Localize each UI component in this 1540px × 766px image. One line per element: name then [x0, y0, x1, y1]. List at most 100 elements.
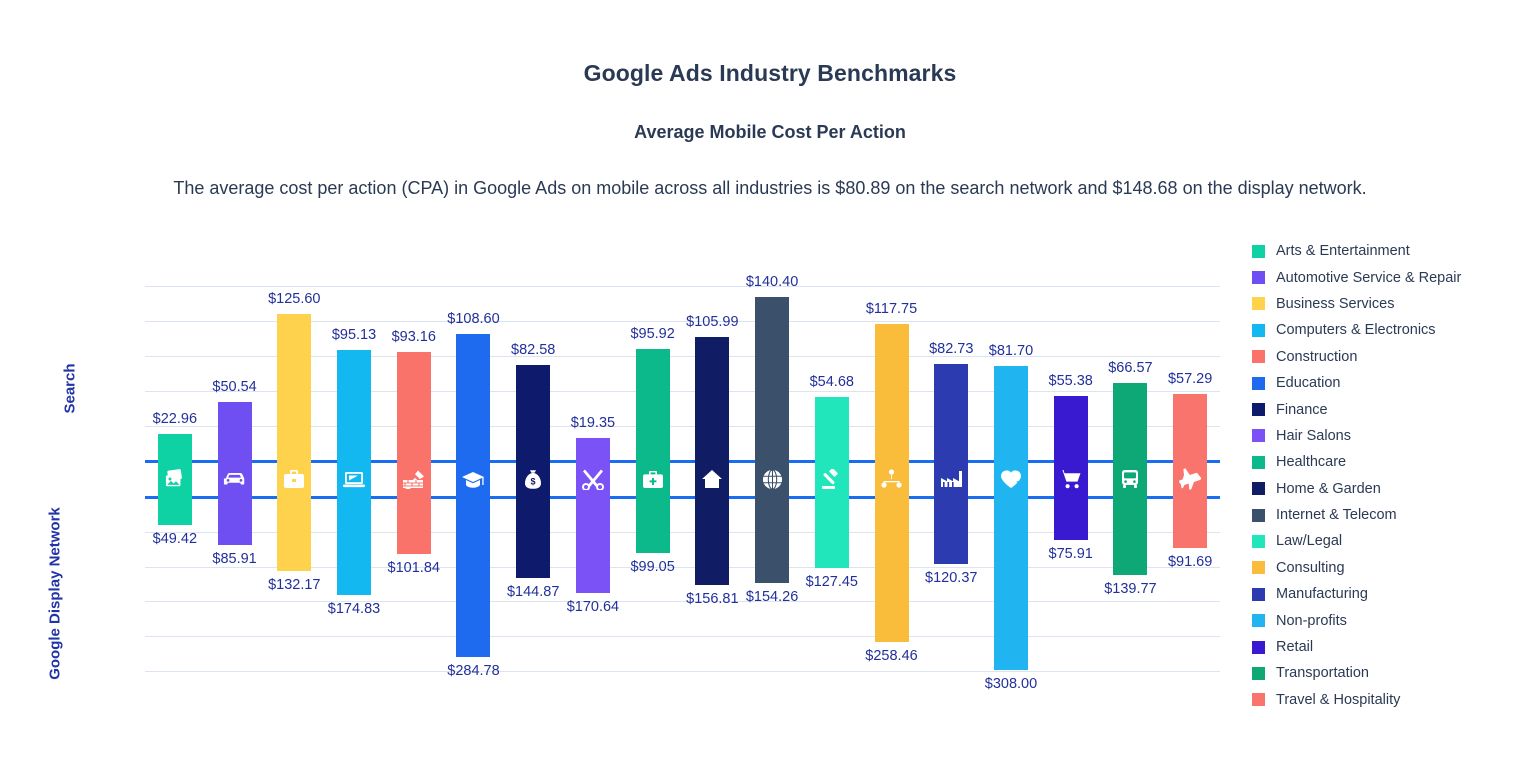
- bar-display-network[interactable]: [157, 497, 192, 525]
- legend-item[interactable]: Consulting: [1252, 555, 1532, 581]
- legend-item[interactable]: Arts & Entertainment: [1252, 238, 1532, 264]
- bar-value-label-display-network: $284.78: [447, 662, 500, 679]
- bar-display-network[interactable]: [755, 497, 790, 584]
- bar-group[interactable]: $ $81.70 $308.00: [985, 270, 1037, 692]
- chart-description: The average cost per action (CPA) in Goo…: [173, 178, 1367, 198]
- axis-baseline: [145, 460, 1220, 463]
- bar-value-label-display-network: $120.37: [925, 570, 978, 587]
- bar-search[interactable]: [874, 323, 909, 497]
- bar-display-network[interactable]: [337, 497, 372, 595]
- bar-group[interactable]: $105.99 $156.81: [686, 270, 738, 680]
- bar-group[interactable]: $55.38 $75.91: [1049, 270, 1093, 680]
- y-axis-tick-label: $124: [0, 558, 133, 573]
- bar-search[interactable]: [157, 434, 192, 497]
- legend-item[interactable]: Education: [1252, 370, 1532, 396]
- bar-display-network[interactable]: [575, 497, 610, 593]
- bar-group[interactable]: $ $82.58 $144.87: [507, 270, 559, 680]
- bar-group[interactable]: $108.60 $284.78: [447, 270, 499, 680]
- legend-item[interactable]: Home & Garden: [1252, 476, 1532, 502]
- y-axis-tick-label: $248: [0, 627, 133, 642]
- bar-group[interactable]: $93.16 $101.84: [388, 270, 440, 680]
- legend-item[interactable]: Hair Salons: [1252, 423, 1532, 449]
- bar-group[interactable]: $82.73 $120.37: [925, 270, 977, 680]
- bar-search[interactable]: [456, 334, 491, 497]
- legend-item[interactable]: Finance: [1252, 396, 1532, 422]
- bar-display-network[interactable]: [456, 497, 491, 657]
- grid-line: [145, 601, 1220, 603]
- bar-search[interactable]: [277, 314, 312, 497]
- y-axis-title-display-network: Google Display Network: [46, 507, 64, 680]
- grid-line: [145, 566, 1220, 568]
- grid-line: [145, 321, 1220, 322]
- bar-search[interactable]: [695, 337, 730, 497]
- bar-value-label-display-network: $75.91: [1048, 545, 1093, 562]
- chart-subtitle: Average Mobile Cost Per Action: [634, 122, 906, 142]
- bar-display-network[interactable]: [993, 497, 1028, 670]
- bar-search[interactable]: [814, 397, 849, 497]
- bar-group[interactable]: $95.13 $174.83: [328, 270, 380, 680]
- bar-group[interactable]: $19.35 $170.64: [567, 270, 619, 680]
- bar-display-network[interactable]: [695, 497, 730, 585]
- bar-group[interactable]: $50.54 $85.91: [212, 270, 256, 680]
- bar-group[interactable]: $22.96 $49.42: [153, 270, 197, 680]
- bar-search[interactable]: [755, 297, 790, 497]
- legend-swatch: [1252, 376, 1265, 390]
- bar-search[interactable]: [635, 349, 670, 497]
- bar-search[interactable]: [217, 402, 252, 497]
- legend-item-label: Home & Garden: [1276, 480, 1381, 497]
- bar-group[interactable]: $54.68 $127.45: [806, 270, 858, 680]
- bar-search[interactable]: [337, 350, 372, 497]
- legend-item[interactable]: Law/Legal: [1252, 528, 1532, 554]
- legend-item[interactable]: Retail: [1252, 634, 1532, 660]
- bar-value-label-display-network: $101.84: [387, 560, 440, 577]
- legend-item[interactable]: Manufacturing: [1252, 581, 1532, 607]
- bar-display-network[interactable]: [814, 497, 849, 569]
- bar-search[interactable]: [993, 365, 1028, 497]
- bar-group[interactable]: $95.92 $99.05: [630, 270, 674, 680]
- bar-display-network[interactable]: [934, 497, 969, 565]
- grid-line: [145, 286, 1220, 287]
- bar-search[interactable]: [516, 364, 551, 497]
- legend-swatch: [1252, 297, 1265, 311]
- bar-value-label-display-network: $91.69: [1167, 554, 1213, 571]
- bar-search[interactable]: [1173, 394, 1208, 497]
- bar-display-network[interactable]: [396, 497, 431, 555]
- legend-item[interactable]: Automotive Service & Repair: [1252, 264, 1532, 290]
- bar-display-network[interactable]: [1053, 497, 1088, 540]
- bar-group[interactable]: $57.29 $91.69: [1168, 270, 1212, 680]
- legend-item[interactable]: Travel & Hospitality: [1252, 687, 1532, 713]
- bar-search[interactable]: [575, 438, 610, 497]
- legend-item[interactable]: Internet & Telecom: [1252, 502, 1532, 528]
- bar-value-label-display-network: $144.87: [506, 584, 560, 601]
- legend-swatch: [1252, 429, 1265, 443]
- legend-item-label: Law/Legal: [1276, 533, 1343, 550]
- legend-item[interactable]: Healthcare: [1252, 449, 1532, 475]
- bar-display-network[interactable]: [217, 497, 252, 546]
- legend-item[interactable]: Computers & Electronics: [1252, 317, 1532, 343]
- bar-group[interactable]: $125.60 $132.17: [268, 270, 320, 680]
- legend-item[interactable]: Construction: [1252, 344, 1532, 370]
- legend-item[interactable]: Non-profits: [1252, 607, 1532, 633]
- bar-search[interactable]: [1053, 396, 1088, 497]
- bar-display-network[interactable]: [1173, 497, 1208, 549]
- bar-display-network[interactable]: [874, 497, 909, 642]
- bar-search[interactable]: [1113, 383, 1148, 497]
- chart-legend: Arts & Entertainment Automotive Service &…: [1252, 238, 1532, 713]
- bar-value-label-search: $108.60: [447, 311, 500, 328]
- legend-item[interactable]: Business Services: [1252, 291, 1532, 317]
- bar-display-network[interactable]: [1113, 497, 1148, 576]
- bar-search[interactable]: [934, 364, 969, 497]
- bar-display-network[interactable]: [277, 497, 312, 572]
- legend-item-label: Business Services: [1276, 295, 1395, 312]
- bar-display-network[interactable]: [635, 497, 670, 553]
- legend-item[interactable]: Transportation: [1252, 660, 1532, 686]
- legend-swatch: [1252, 350, 1265, 364]
- bar-group[interactable]: $66.57 $139.77: [1104, 270, 1156, 680]
- y-axis-tick-label: $0: [0, 488, 133, 503]
- legend-swatch: [1252, 323, 1265, 337]
- legend-swatch: [1252, 587, 1265, 601]
- bar-display-network[interactable]: [516, 497, 551, 579]
- bar-group[interactable]: $140.40 $154.26: [746, 270, 798, 680]
- bar-group[interactable]: $117.75 $258.46: [865, 270, 917, 680]
- bar-search[interactable]: [396, 352, 431, 497]
